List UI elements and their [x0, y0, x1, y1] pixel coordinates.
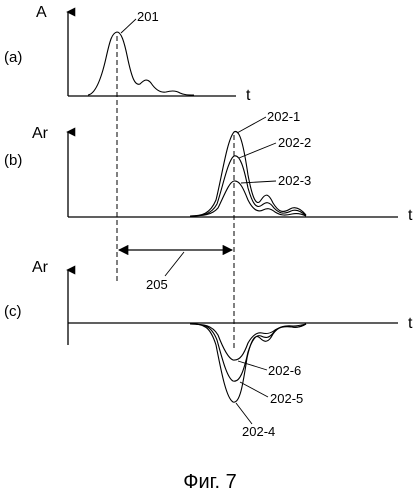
leader-202-5 [240, 382, 268, 397]
callout-202-2: 202-2 [278, 135, 311, 150]
panel-b-label: (b) [4, 152, 22, 169]
callout-202-5: 202-5 [270, 391, 303, 406]
leader-201 [121, 19, 136, 33]
callout-202-1: 202-1 [267, 109, 300, 124]
panel-a-y-axis-label: A [36, 4, 47, 21]
callout-202-3: 202-3 [278, 173, 311, 188]
panel-c-label: (c) [4, 303, 22, 320]
signal-201-curve [88, 32, 194, 95]
panel-b-y-axis-label: Ar [32, 125, 49, 142]
panel-b: (b) Ar t 202-1 202-2 202-3 [4, 109, 413, 224]
panel-a-x-axis-label: t [246, 87, 251, 104]
panel-a: (a) A t 201 [4, 4, 251, 104]
figure-caption: Фиг. 7 [183, 471, 236, 493]
leader-202-1 [237, 117, 266, 133]
panel-c-x-axis-label: t [408, 315, 413, 332]
leader-202-6 [238, 361, 267, 370]
callout-205: 205 [146, 277, 168, 292]
callout-201: 201 [137, 9, 159, 24]
callout-202-4: 202-4 [242, 424, 275, 439]
leader-202-4 [236, 403, 252, 424]
interval-205: 205 [117, 36, 234, 350]
panel-c: (c) Ar t 202-6 202-5 202-4 [4, 259, 413, 439]
panel-c-y-axis-label: Ar [32, 259, 49, 276]
panel-b-x-axis-label: t [408, 207, 413, 224]
leader-205 [165, 252, 184, 276]
panel-a-label: (a) [4, 49, 22, 66]
leader-202-2 [239, 143, 276, 158]
callout-202-6: 202-6 [268, 363, 301, 378]
